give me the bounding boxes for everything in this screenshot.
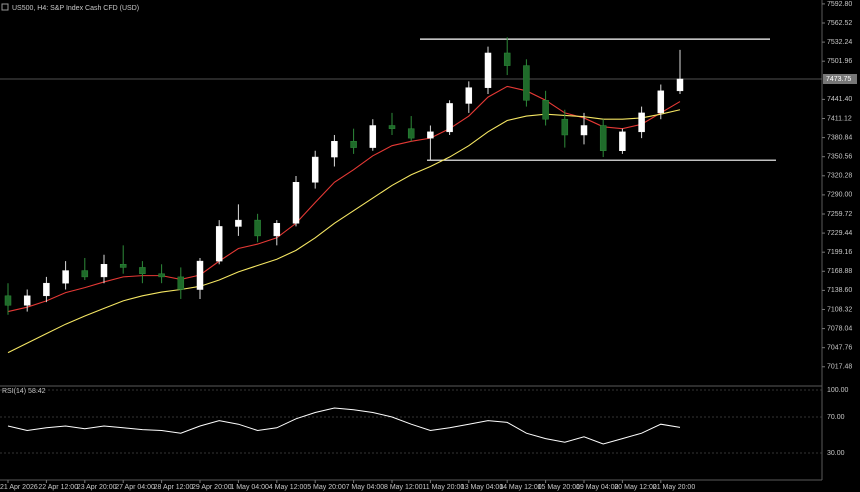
y-tick-label: 7078.04 (827, 325, 852, 332)
candle-body (465, 87, 473, 104)
candle-body (542, 100, 549, 120)
x-tick-label: 20 May 12:00 (614, 484, 657, 491)
candle-body (43, 282, 50, 297)
y-tick-label: 30.00 (827, 450, 845, 457)
x-tick-label: 1 May 04:00 (230, 484, 269, 491)
candle-body (446, 103, 453, 133)
y-tick-label: 7047.76 (827, 345, 852, 352)
candle-body (676, 78, 684, 92)
candle-body (196, 260, 204, 290)
y-tick-label: 7350.56 (827, 154, 852, 161)
x-tick-label: 19 May 04:00 (576, 484, 619, 491)
candle-body (177, 276, 185, 290)
candle-body (369, 125, 377, 148)
x-tick-label: 23 Apr 20:00 (77, 484, 117, 491)
candle-body (407, 128, 415, 139)
y-tick-label: 7108.32 (827, 306, 852, 313)
candle-body (273, 223, 281, 237)
x-tick-label: 29 Apr 20:00 (192, 484, 232, 491)
x-tick-label: 5 May 20:00 (307, 484, 346, 491)
candle-body (139, 267, 146, 274)
last-price-label: 7473.75 (826, 76, 851, 83)
y-tick-label: 7199.16 (827, 249, 852, 256)
candle-body (619, 131, 626, 151)
chart-title: US500, H4: S&P Index Cash CFD (USD) (12, 5, 139, 12)
x-tick-label: 11 May 20:00 (422, 484, 464, 491)
symbol-icon (1, 3, 9, 11)
candle-body (254, 219, 261, 237)
candle-body (657, 90, 665, 114)
candle-body (62, 270, 69, 284)
y-tick-label: 7229.44 (827, 230, 852, 237)
y-tick-label: 7562.52 (827, 20, 852, 27)
y-tick-label: 70.00 (827, 414, 845, 421)
candle-body (119, 264, 127, 268)
moving-average (7, 85, 681, 313)
candle-body (561, 118, 569, 136)
last-price-box (823, 73, 857, 84)
candle-body (23, 295, 31, 306)
y-tick-label: 7259.72 (827, 211, 852, 218)
x-tick-label: 21 Apr 2026 (0, 484, 38, 491)
candle-body (100, 264, 108, 278)
candle-body (484, 52, 492, 88)
candle-body (427, 131, 434, 139)
x-tick-label: 22 Apr 12:00 (38, 484, 78, 491)
candle-body (292, 182, 300, 224)
x-tick-label: 21 May 20:00 (653, 484, 696, 491)
y-tick-label: 7532.24 (827, 39, 852, 46)
candle-body (599, 125, 607, 151)
candle-body (503, 52, 511, 66)
y-tick-label: 7501.96 (827, 58, 852, 65)
candle-body (81, 270, 89, 278)
candle-body (311, 156, 319, 183)
candle-body (4, 295, 12, 306)
y-tick-label: 7411.12 (827, 115, 852, 122)
candle-body (523, 65, 530, 101)
y-tick-label: 7441.40 (827, 96, 852, 103)
y-tick-label: 7168.88 (827, 268, 852, 275)
x-tick-label: 4 May 12:00 (269, 484, 308, 491)
candle-body (350, 141, 357, 148)
x-tick-label: 27 Apr 04:00 (115, 484, 155, 491)
y-tick-label: 100.00 (827, 387, 849, 394)
y-tick-label: 7320.28 (827, 173, 852, 180)
y-tick-label: 7592.80 (827, 1, 852, 8)
candle-body (331, 141, 338, 158)
x-tick-label: 14 May 12:00 (499, 484, 542, 491)
x-tick-label: 15 May 20:00 (538, 484, 581, 491)
x-tick-label: 7 May 04:00 (346, 484, 385, 491)
candle-body (388, 125, 396, 129)
x-tick-label: 13 May 04:00 (461, 484, 504, 491)
y-tick-label: 7380.84 (827, 134, 852, 141)
moving-average (7, 109, 681, 354)
y-tick-label: 7138.60 (827, 287, 852, 294)
y-tick-label: 7290.00 (827, 192, 852, 199)
candle-body (215, 226, 223, 262)
candle-body (580, 125, 588, 136)
rsi-line (7, 407, 681, 445)
candle-body (158, 273, 165, 278)
candle-body (235, 219, 242, 227)
y-tick-label: 7017.48 (827, 364, 852, 371)
x-tick-label: 28 Apr 12:00 (154, 484, 194, 491)
candle-body (638, 112, 645, 133)
rsi-title: RSI(14) 58.42 (2, 388, 46, 395)
x-tick-label: 8 May 12:00 (384, 484, 423, 491)
